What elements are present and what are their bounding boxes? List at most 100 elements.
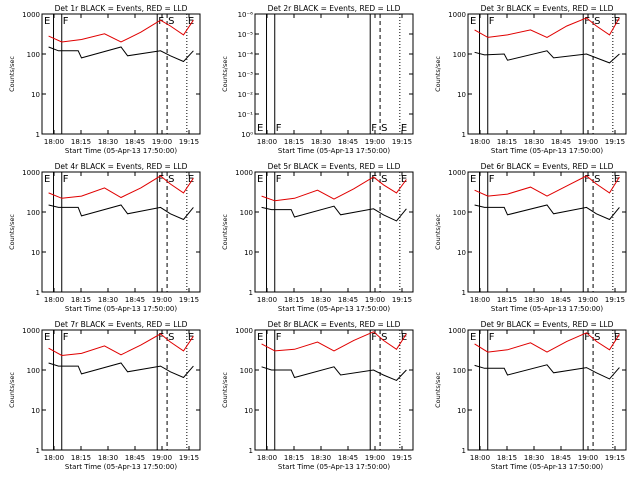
event-marker-label: S [381,332,387,343]
event-marker-label: F [584,16,590,27]
event-marker-label: S [594,332,600,343]
x-tick-label: 18:30 [98,454,118,462]
y-tick-label: 1 [249,447,253,455]
x-tick-label: 18:30 [524,138,544,146]
event-marker-label: E [257,332,263,343]
x-tick-label: 19:00 [365,296,385,304]
panel-title: Det 3r BLACK = Events, RED = LLD [481,4,614,13]
events-series-line [474,204,620,221]
y-tick-label: 1 [249,289,253,297]
y-tick-label: 10 [31,91,40,99]
y-tick-label: 100 [27,367,40,375]
x-tick-label: 18:45 [551,296,571,304]
event-marker-label: S [168,174,174,185]
x-axis-label: Start Time (05-Apr-13 17:50:00) [65,463,177,471]
lld-series-line [474,332,620,353]
event-marker-label: F [276,123,282,134]
event-marker-label: S [594,174,600,185]
events-series-line [474,364,620,380]
event-marker-label: F [489,174,495,185]
panel-title: Det 2r BLACK = Events, RED = LLD [268,4,401,13]
y-tick-label: 10⁻⁵ [238,31,254,39]
plot-frame [41,13,201,135]
panel-title: Det 6r BLACK = Events, RED = LLD [481,162,614,171]
y-tick-label: 10⁻² [238,91,254,99]
event-marker-label: F [276,174,282,185]
y-tick-label: 100 [453,367,466,375]
event-marker-label: E [188,332,194,343]
panel-title: Det 5r BLACK = Events, RED = LLD [268,162,401,171]
y-tick-label: 100 [240,367,253,375]
event-marker-label: E [257,174,263,185]
y-axis-label: Counts/sec [221,372,229,408]
event-marker-label: E [188,16,194,27]
event-marker-label: F [371,174,377,185]
panel-title: Det 1r BLACK = Events, RED = LLD [55,4,188,13]
event-marker-label: S [381,123,387,134]
event-marker-label: F [158,174,164,185]
event-marker-label: S [168,332,174,343]
events-series-line [474,50,620,64]
plot-frame [41,329,201,451]
y-axis-label: Counts/sec [8,214,16,250]
panel-title: Det 9r BLACK = Events, RED = LLD [481,320,614,329]
y-tick-label: 1000 [22,11,40,19]
panel-6: Det 6r BLACK = Events, RED = LLD 1000 100 1… [434,162,627,313]
y-tick-label: 1000 [448,327,466,335]
y-tick-label: 1 [36,131,40,139]
x-axis-label: Start Time (05-Apr-13 17:50:00) [491,305,603,313]
event-marker-label: F [584,332,590,343]
event-marker-label: S [594,16,600,27]
x-tick-label: 18:15 [71,454,91,462]
x-tick-label: 18:30 [98,296,118,304]
y-tick-label: 100 [240,209,253,217]
panel-title: Det 4r BLACK = Events, RED = LLD [55,162,188,171]
plot-frame [254,13,414,135]
x-tick-label: 18:30 [524,296,544,304]
y-tick-label: 1 [462,447,466,455]
plot-frame [254,329,414,451]
x-tick-label: 19:15 [605,138,625,146]
x-tick-label: 18:00 [44,454,64,462]
panel-5: Det 5r BLACK = Events, RED = LLD 1000 100 1… [221,162,414,313]
x-tick-label: 18:45 [125,138,145,146]
x-tick-label: 18:15 [497,138,517,146]
panel-1: Det 1r BLACK = Events, RED = LLD 1000 100 1… [8,4,201,155]
event-marker-label: F [276,332,282,343]
x-tick-label: 18:15 [497,296,517,304]
x-tick-label: 18:45 [338,454,358,462]
event-marker-label: F [63,332,69,343]
event-marker-label: F [371,123,377,134]
x-axis-label: Start Time (05-Apr-13 17:50:00) [65,305,177,313]
y-tick-label: 1 [462,289,466,297]
y-tick-label: 10 [457,407,466,415]
plot-frame [467,13,627,135]
event-marker-label: E [188,174,194,185]
y-tick-label: 1000 [22,169,40,177]
y-tick-label: 1000 [235,327,253,335]
plot-frame [467,171,627,293]
x-tick-label: 18:45 [125,454,145,462]
y-tick-label: 10⁻⁴ [238,51,254,59]
x-tick-label: 19:00 [578,454,598,462]
x-tick-label: 18:00 [257,454,277,462]
x-tick-label: 18:00 [257,138,277,146]
y-tick-label: 100 [453,209,466,217]
x-tick-label: 18:45 [551,454,571,462]
panel-7: Det 7r BLACK = Events, RED = LLD 1000 100 1… [8,320,201,471]
x-tick-label: 19:15 [392,296,412,304]
event-marker-label: F [489,332,495,343]
y-tick-label: 10⁰ [241,131,253,139]
x-tick-label: 19:00 [578,138,598,146]
panel-2: Det 2r BLACK = Events, RED = LLD 10⁻⁶ 10⁻⁵… [221,4,414,155]
x-tick-label: 19:00 [365,454,385,462]
x-tick-label: 18:00 [257,296,277,304]
plot-frame [254,171,414,293]
y-tick-label: 1000 [448,169,466,177]
y-axis-label: Counts/sec [8,56,16,92]
x-tick-label: 18:45 [551,138,571,146]
x-tick-label: 18:45 [338,138,358,146]
x-tick-label: 18:45 [338,296,358,304]
x-axis-label: Start Time (05-Apr-13 17:50:00) [278,305,390,313]
